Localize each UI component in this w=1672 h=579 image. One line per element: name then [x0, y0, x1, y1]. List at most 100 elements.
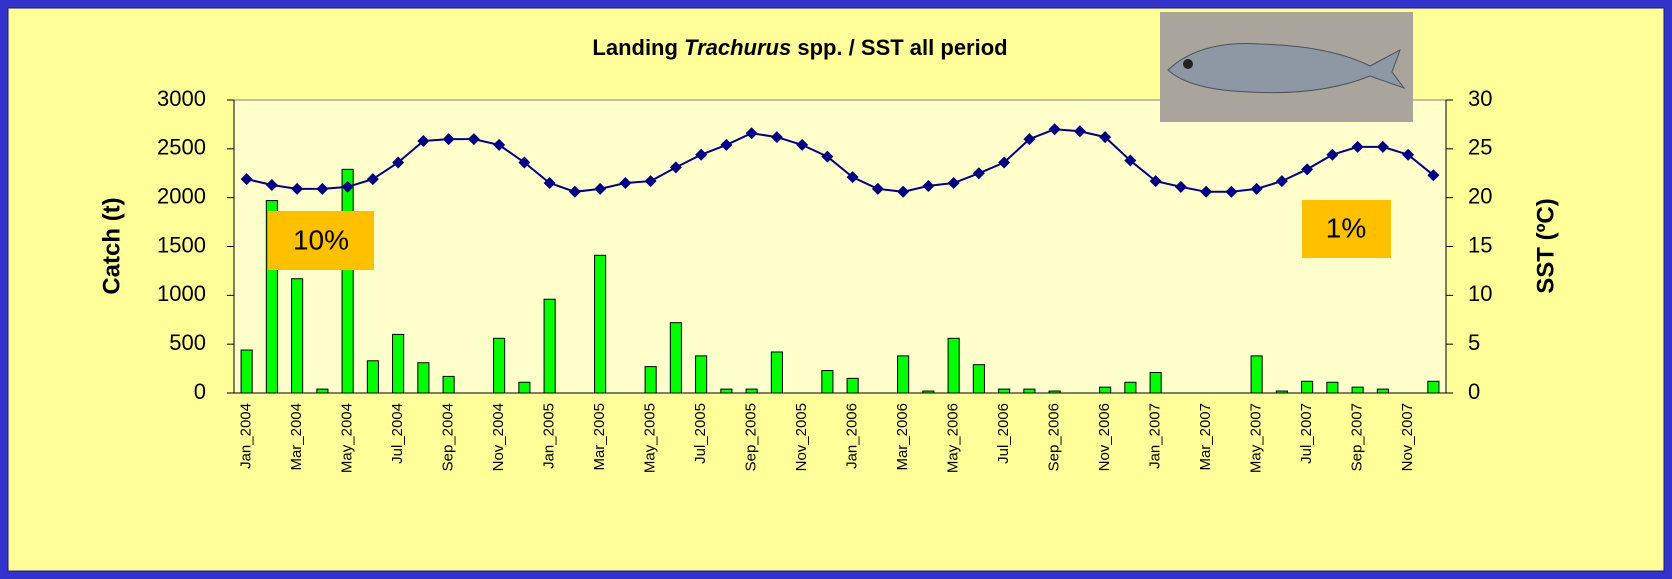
bar	[644, 366, 657, 394]
bar	[1023, 388, 1036, 394]
bar	[1099, 386, 1112, 394]
sst-marker	[1174, 180, 1187, 193]
plot-area	[233, 99, 1447, 394]
y2-axis-label: SST (ºC)	[1532, 198, 1559, 293]
sst-marker	[291, 182, 304, 195]
sst-marker	[1073, 125, 1086, 138]
x-tick-label: Mar_2005	[591, 403, 608, 471]
fish-photo	[1160, 12, 1413, 122]
sst-marker	[1149, 175, 1162, 188]
y-tick-label: 2000	[157, 183, 206, 208]
bar	[240, 349, 253, 394]
sst-marker	[871, 182, 884, 195]
y2-tick-label: 5	[1468, 330, 1480, 355]
sst-marker	[947, 177, 960, 190]
x-tick-label: Mar_2004	[288, 403, 305, 471]
x-tick-label: Nov_2007	[1399, 403, 1416, 471]
x-tick-label: Sep_2005	[743, 403, 760, 471]
sst-marker	[1427, 169, 1440, 182]
x-tick-label: Mar_2006	[894, 403, 911, 471]
sst-marker	[1023, 133, 1036, 146]
x-tick-label: Jan_2005	[541, 403, 558, 469]
sst-marker	[1376, 140, 1389, 153]
sst-marker	[543, 177, 556, 190]
annotation-text: 10%	[293, 224, 349, 255]
sst-marker	[1275, 175, 1288, 188]
x-tick-label: Nov_2006	[1096, 403, 1113, 471]
x-tick-label: Jul_2006	[995, 403, 1012, 464]
x-tick-label: May_2004	[339, 403, 356, 473]
bar	[594, 254, 607, 394]
bar	[316, 388, 329, 394]
sst-marker	[669, 161, 682, 174]
bar	[846, 377, 859, 394]
sst-marker	[1099, 131, 1112, 144]
sst-marker	[265, 178, 278, 191]
sst-marker	[467, 133, 480, 146]
sst-marker	[417, 135, 430, 148]
sst-marker	[922, 179, 935, 192]
y-tick-label: 3000	[157, 86, 206, 111]
bar	[1427, 380, 1440, 394]
sst-marker	[568, 185, 581, 198]
sst-marker	[518, 156, 531, 169]
bar	[972, 364, 985, 394]
x-tick-label: Nov_2005	[793, 403, 810, 471]
bar	[417, 362, 430, 394]
y-tick-label: 0	[194, 379, 206, 404]
sst-marker	[1301, 163, 1314, 176]
bar	[1351, 386, 1364, 394]
sst-marker	[1124, 154, 1137, 167]
sst-marker	[316, 182, 329, 195]
bar	[998, 388, 1011, 394]
x-tick-label: Jul_2005	[692, 403, 709, 464]
sst-marker	[745, 127, 758, 140]
y-tick-label: 1000	[157, 281, 206, 306]
bar	[720, 388, 733, 394]
x-tick-label: Sep_2006	[1046, 403, 1063, 471]
bar	[695, 355, 708, 394]
bar	[897, 355, 910, 394]
sst-marker	[897, 185, 910, 198]
sst-marker	[341, 180, 354, 193]
bar	[265, 200, 278, 394]
y2-tick-label: 30	[1468, 86, 1492, 111]
bar	[1250, 355, 1263, 394]
annotation: 1%	[1302, 200, 1391, 258]
y2-tick-label: 25	[1468, 135, 1492, 160]
y2-tick-label: 15	[1468, 232, 1492, 257]
bar	[1326, 381, 1339, 394]
annotation-text: 1%	[1326, 212, 1366, 243]
x-tick-label: May_2005	[642, 403, 659, 473]
bar	[518, 381, 531, 394]
sst-marker	[366, 173, 379, 186]
sst-marker	[619, 177, 632, 190]
y2-tick-label: 20	[1468, 183, 1492, 208]
sst-marker	[644, 175, 657, 188]
sst-marker	[1225, 185, 1238, 198]
bar	[922, 390, 935, 394]
sst-marker	[720, 138, 733, 151]
chart-title: Landing Trachurus spp. / SST all period	[592, 35, 1007, 60]
bar	[1376, 388, 1389, 394]
x-tick-label: May_2007	[1248, 403, 1265, 473]
plot: 0 500 1000 1500 2000 2500 3000 0 5 10 15 20 25 30 Jan_…	[157, 86, 1492, 473]
sst-marker	[493, 138, 506, 151]
sst-marker	[796, 138, 809, 151]
bar	[1301, 380, 1314, 394]
x-tick-label: Mar_2007	[1197, 403, 1214, 471]
annotation: 10%	[268, 211, 374, 270]
bar	[366, 360, 379, 394]
sst-marker	[998, 156, 1011, 169]
bar	[1048, 390, 1061, 394]
sst-marker	[1048, 123, 1061, 136]
sst-marker	[1402, 148, 1415, 161]
y2-tick-label: 10	[1468, 281, 1492, 306]
bar	[442, 375, 455, 394]
bar	[1124, 381, 1137, 394]
sst-marker	[594, 182, 607, 195]
x-tick-label: Jan_2006	[844, 403, 861, 469]
sst-marker	[1351, 140, 1364, 153]
bar	[669, 322, 682, 394]
y2-tick-label: 0	[1468, 379, 1480, 404]
